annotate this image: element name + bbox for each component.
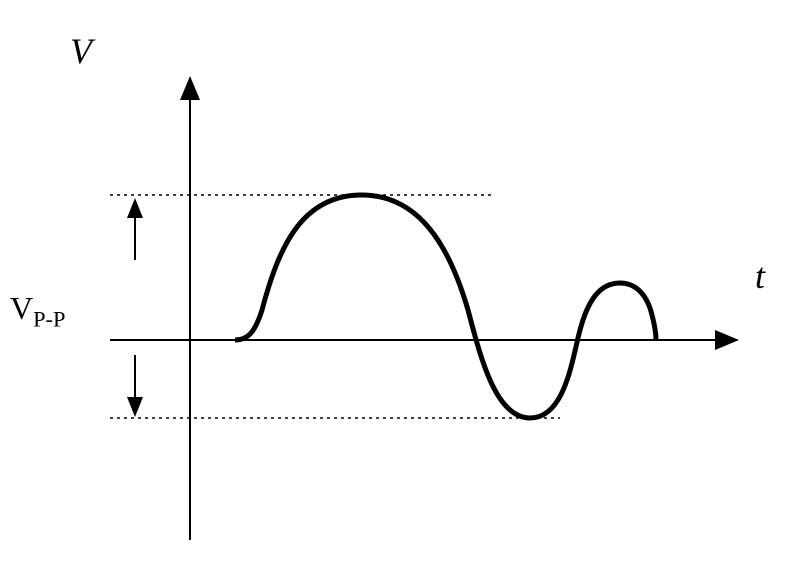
- vpp-main: V: [10, 290, 33, 326]
- diagram-svg: [0, 0, 805, 563]
- y-axis-label: V: [70, 30, 92, 72]
- waveform-curve: [235, 195, 656, 418]
- vpp-subscript: P-P: [33, 306, 65, 331]
- waveform-diagram: V t VP-P: [0, 0, 805, 563]
- vpp-label: VP-P: [10, 290, 65, 332]
- x-axis-label: t: [755, 255, 765, 297]
